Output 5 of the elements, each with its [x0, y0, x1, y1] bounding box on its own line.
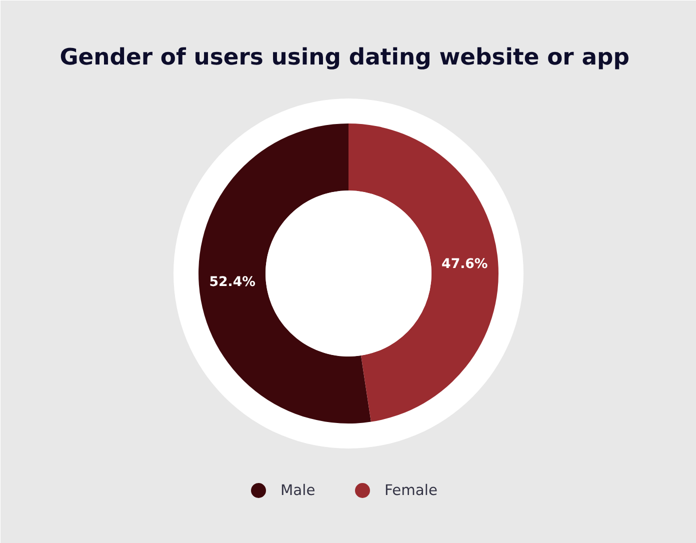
data-label: 52.4% [209, 274, 256, 290]
data-label: 47.6% [442, 257, 488, 272]
chart-title: Gender of users using dating website or app [60, 44, 630, 70]
legend-label: Male [280, 482, 316, 499]
legend-label: Female [384, 482, 438, 499]
